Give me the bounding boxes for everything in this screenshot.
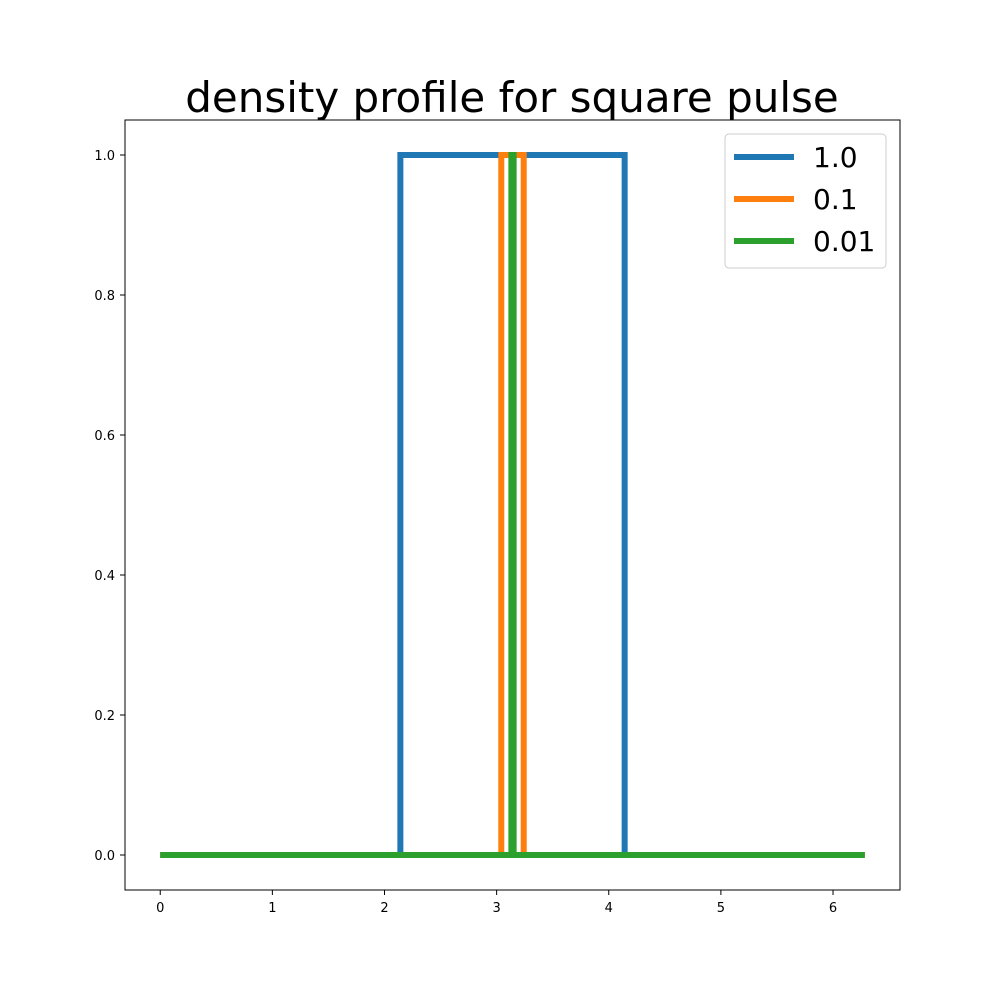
x-tick-label: 4 xyxy=(605,901,613,916)
y-tick-label: 0.0 xyxy=(94,849,115,864)
legend-label-1: 1.0 xyxy=(813,141,858,174)
x-tick-label: 2 xyxy=(380,901,388,916)
series-line-3 xyxy=(160,152,865,858)
axes-frame xyxy=(124,119,901,891)
y-tick-label: 0.8 xyxy=(94,289,115,304)
y-tick-label: 0.4 xyxy=(94,569,115,584)
y-tick-label: 0.2 xyxy=(94,709,115,724)
x-tick-label: 3 xyxy=(492,901,500,916)
legend-label-2: 0.1 xyxy=(813,183,858,216)
y-tick-label: 1.0 xyxy=(94,149,115,164)
legend-box xyxy=(724,133,887,269)
x-tick-label: 6 xyxy=(829,901,837,916)
axes-layer: 0 1 2 3 4 5 6 0.0 0.2 0.4 0.6 0.8 1.0 xyxy=(94,119,901,916)
y-tick-label: 0.6 xyxy=(94,429,115,444)
x-tick-label: 1 xyxy=(268,901,276,916)
chart-title: density profile for square pulse xyxy=(185,73,839,122)
legend-label-3: 0.01 xyxy=(813,225,875,258)
x-tick-label: 0 xyxy=(156,901,164,916)
series-layer xyxy=(160,152,865,858)
x-tick-label: 5 xyxy=(717,901,725,916)
legend: 1.0 0.1 0.01 xyxy=(724,133,887,269)
